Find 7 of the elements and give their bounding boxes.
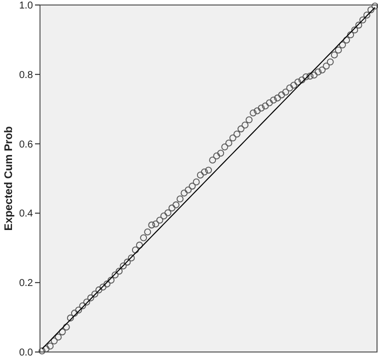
y-tick-label: 0.8 [19, 70, 34, 81]
y-tick-label: 1.0 [19, 0, 34, 12]
y-tick-label: 0.2 [19, 278, 34, 290]
y-tick-label: 0.6 [19, 139, 34, 150]
y-axis-title: Expected Cum Prob [3, 126, 15, 231]
y-tick-label: 0.0 [19, 348, 34, 358]
y-tick-label: 0.4 [19, 208, 34, 220]
